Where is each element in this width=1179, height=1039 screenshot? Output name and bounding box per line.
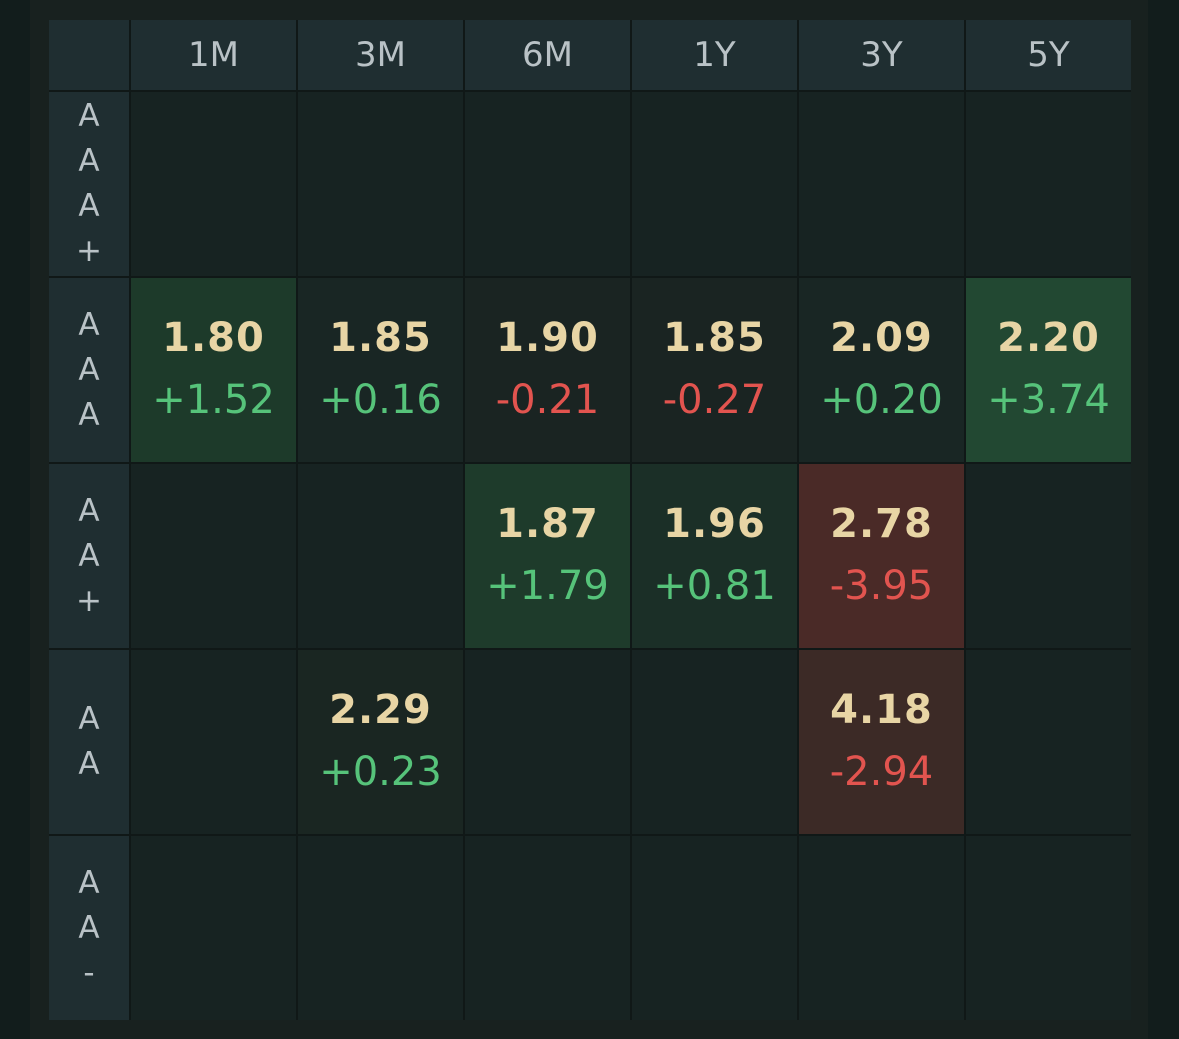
heatmap-cell[interactable]: 2.09 +0.20 (799, 278, 964, 462)
heatmap-cell[interactable]: 2.20 +3.74 (966, 278, 1131, 462)
cell-change: +0.23 (319, 749, 442, 795)
heatmap-cell[interactable] (131, 836, 296, 1020)
heatmap-cell[interactable] (465, 92, 630, 276)
cell-value: 1.96 (663, 501, 766, 547)
heatmap-cell[interactable] (131, 464, 296, 648)
cell-value: 2.29 (329, 687, 432, 733)
heatmap-cell[interactable]: 2.78 -3.95 (799, 464, 964, 648)
cell-change: +0.81 (653, 563, 776, 609)
cell-change: -0.21 (495, 377, 600, 423)
rating-tenor-heatmap: 1M 3M 6M 1Y 3Y 5Y A A A + A A A 1.80 +1.52 1.85 +0.16 1.9… (49, 20, 1131, 1020)
heatmap-cell[interactable] (298, 836, 463, 1020)
column-header: 5Y (966, 20, 1131, 90)
cell-value: 1.87 (496, 501, 599, 547)
cell-change: +1.79 (486, 563, 609, 609)
heatmap-cell[interactable] (966, 464, 1131, 648)
heatmap-cell[interactable] (465, 836, 630, 1020)
column-header: 1M (131, 20, 296, 90)
heatmap-cell[interactable] (298, 92, 463, 276)
heatmap-cell[interactable] (131, 650, 296, 834)
cell-value: 1.85 (329, 315, 432, 361)
heatmap-cell[interactable] (799, 836, 964, 1020)
table-corner (49, 20, 129, 90)
cell-change: +0.20 (820, 377, 943, 423)
heatmap-cell[interactable] (298, 464, 463, 648)
heatmap-cell[interactable]: 1.85 -0.27 (632, 278, 797, 462)
column-header: 6M (465, 20, 630, 90)
heatmap-cell[interactable]: 4.18 -2.94 (799, 650, 964, 834)
cell-change: +3.74 (987, 377, 1110, 423)
cell-value: 2.78 (830, 501, 933, 547)
heatmap-cell[interactable]: 2.29 +0.23 (298, 650, 463, 834)
row-header: A A + (49, 464, 129, 648)
heatmap-cell[interactable]: 1.90 -0.21 (465, 278, 630, 462)
cell-value: 1.90 (496, 315, 599, 361)
heatmap-cell[interactable]: 1.85 +0.16 (298, 278, 463, 462)
row-header: A A A + (49, 92, 129, 276)
cell-value: 2.09 (830, 315, 933, 361)
column-header: 1Y (632, 20, 797, 90)
cell-value: 4.18 (830, 687, 933, 733)
cell-value: 1.85 (663, 315, 766, 361)
column-header: 3M (298, 20, 463, 90)
heatmap-cell[interactable]: 1.80 +1.52 (131, 278, 296, 462)
cell-change: -0.27 (662, 377, 767, 423)
heatmap-cell[interactable] (632, 92, 797, 276)
heatmap-cell[interactable] (465, 650, 630, 834)
cell-change: -2.94 (829, 749, 934, 795)
cell-value: 2.20 (997, 315, 1100, 361)
column-header: 3Y (799, 20, 964, 90)
heatmap-cell[interactable] (799, 92, 964, 276)
cell-change: -3.95 (829, 563, 934, 609)
heatmap-cell[interactable] (966, 650, 1131, 834)
heatmap-cell[interactable]: 1.96 +0.81 (632, 464, 797, 648)
cell-value: 1.80 (162, 315, 265, 361)
heatmap-cell[interactable] (632, 650, 797, 834)
heatmap-cell[interactable] (131, 92, 296, 276)
heatmap-cell[interactable]: 1.87 +1.79 (465, 464, 630, 648)
cell-change: +0.16 (319, 377, 442, 423)
heatmap-cell[interactable] (966, 92, 1131, 276)
cell-change: +1.52 (152, 377, 275, 423)
heatmap-cell[interactable] (966, 836, 1131, 1020)
heatmap-cell[interactable] (632, 836, 797, 1020)
